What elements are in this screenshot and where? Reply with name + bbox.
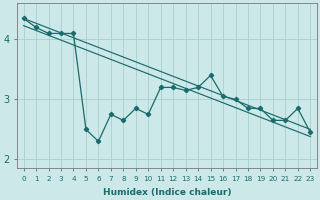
X-axis label: Humidex (Indice chaleur): Humidex (Indice chaleur)	[103, 188, 231, 197]
